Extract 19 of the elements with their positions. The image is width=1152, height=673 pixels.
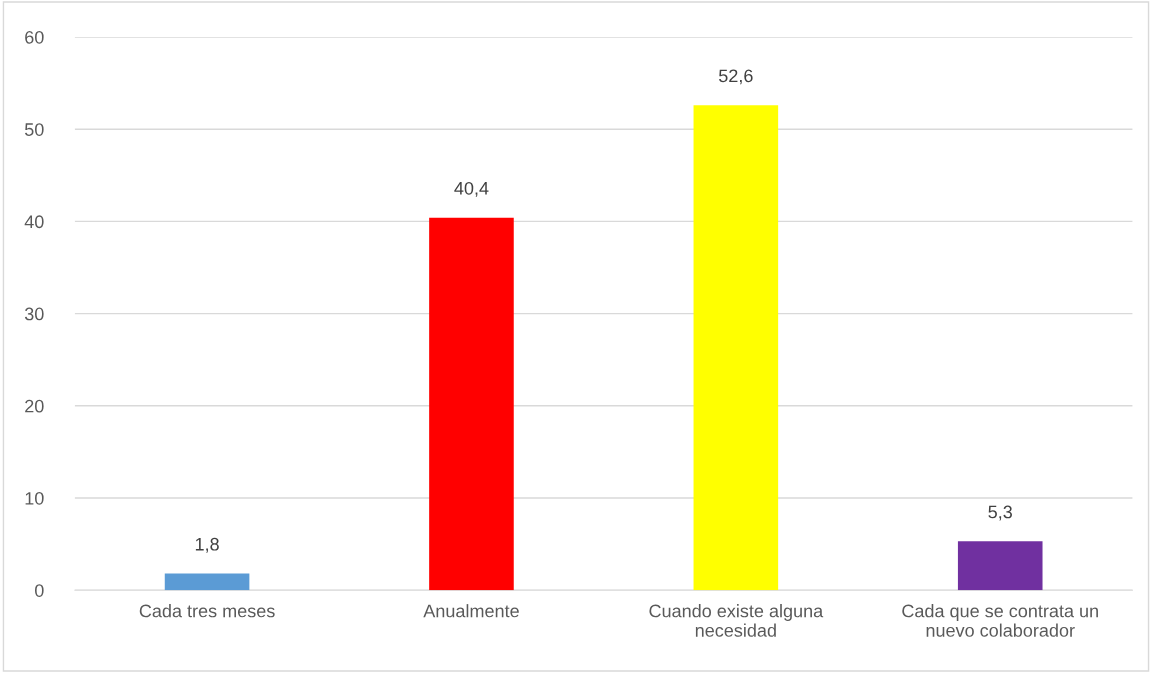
y-tick-label: 60 <box>25 30 44 44</box>
y-tick-label: 40 <box>24 215 44 229</box>
bar <box>164 573 250 591</box>
bar <box>429 217 514 591</box>
y-tick-label: 50 <box>24 123 44 136</box>
x-tick-label: Cada tres meses <box>139 604 275 618</box>
y-tick-label: 20 <box>25 399 44 413</box>
y-tick-label: 30 <box>24 307 44 321</box>
data-label: 52,6 <box>718 69 753 85</box>
data-label: 1,8 <box>195 537 219 553</box>
x-tick-label: Cada que se contrata un nuevo colaborador <box>902 604 1098 637</box>
data-label: 40,4 <box>454 181 489 197</box>
y-tick-label: 0 <box>34 584 44 597</box>
x-tick-label: Anualmente <box>423 604 519 618</box>
data-label: 5,3 <box>988 505 1012 521</box>
bar <box>957 541 1043 591</box>
bar <box>693 105 779 591</box>
x-tick-label: Cuando existe alguna necesidad <box>649 604 824 637</box>
y-tick-label: 10 <box>25 491 44 505</box>
